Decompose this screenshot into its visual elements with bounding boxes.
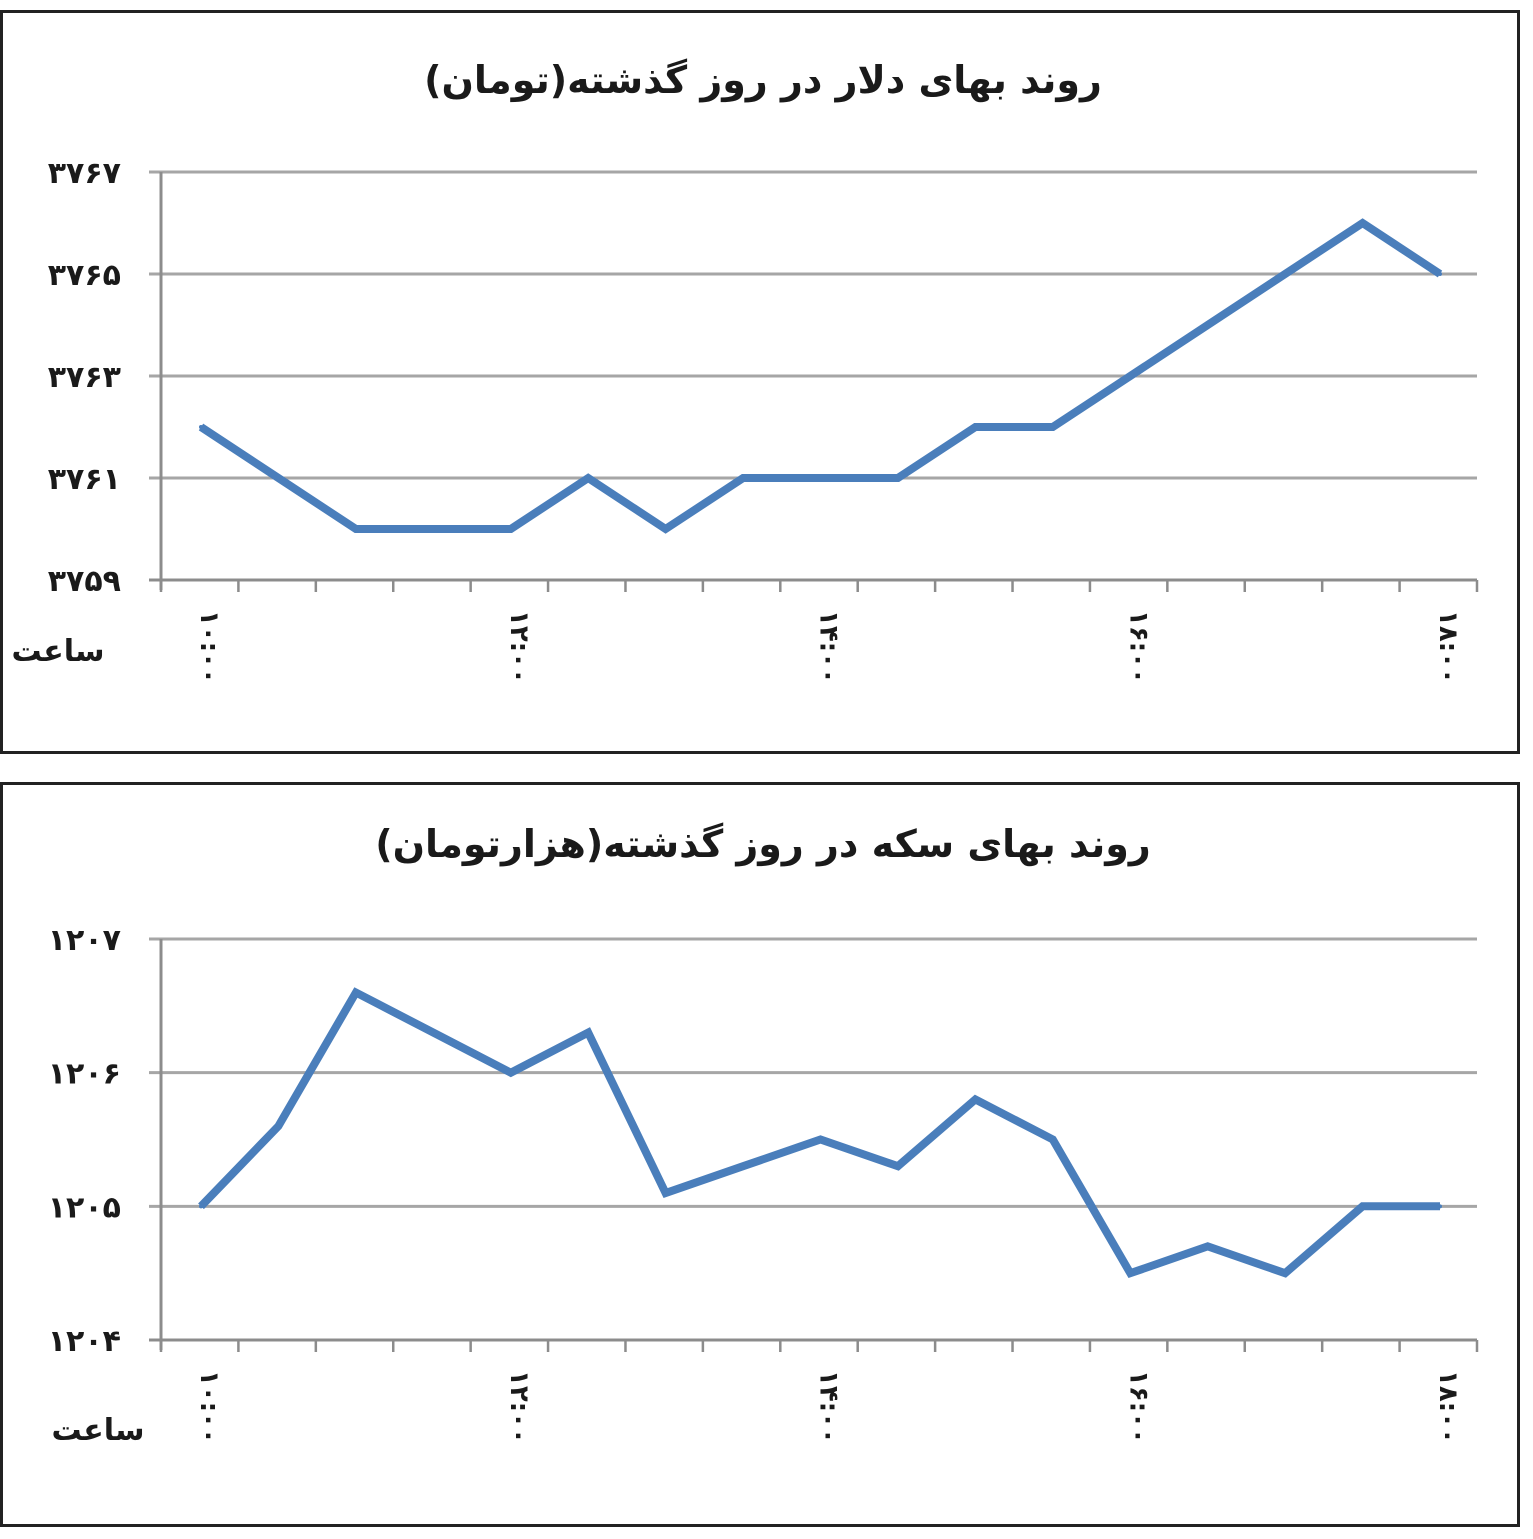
dollar-x-axis-label: ساعت — [11, 634, 104, 669]
coin-data-point — [1050, 1137, 1055, 1142]
coin-data-point — [973, 1097, 978, 1102]
coin-chart-panel: روند بهای سکه در روز گذشته(هزارتومان) ۱۲۰… — [0, 782, 1520, 1527]
coin-x-tick-label: ۱۴:۰۰ — [814, 1370, 844, 1444]
dollar-x-tick-label: ۱۸:۰۰ — [1433, 610, 1463, 684]
dollar-chart: روند بهای دلار در روز گذشته(تومان) ۳۷۵۹ ۳۷… — [11, 58, 1479, 684]
dollar-x-tick-label: ۱۶:۰۰ — [1123, 610, 1153, 684]
coin-data-point — [353, 990, 358, 995]
coin-chart: روند بهای سکه در روز گذشته(هزارتومان) ۱۲۰… — [48, 822, 1479, 1448]
dollar-x-tick-label: ۱۴:۰۰ — [814, 610, 844, 684]
coin-data-point — [508, 1070, 513, 1075]
dollar-x-tick-label: ۱۲:۰۰ — [504, 610, 534, 684]
dollar-data-point — [1283, 272, 1288, 276]
coin-y-tick-label: ۱۲۰۵ — [48, 1190, 121, 1225]
coin-data-point — [1205, 1244, 1210, 1249]
coin-y-tick-label: ۱۲۰۷ — [48, 923, 121, 958]
coin-x-tick-label: ۱۸:۰۰ — [1433, 1370, 1463, 1444]
coin-data-point — [895, 1164, 900, 1169]
dollar-data-point — [741, 476, 746, 480]
dollar-data-point — [508, 527, 513, 531]
dollar-x-tick-label: ۱۰:۰۰ — [194, 610, 224, 684]
coin-y-tick-label: ۱۲۰۴ — [48, 1324, 121, 1359]
coin-series-line — [198, 987, 1440, 1279]
dollar-data-point — [1438, 272, 1442, 276]
dollar-data-point — [1205, 323, 1210, 327]
dollar-y-tick-label: ۳۷۶۱ — [48, 462, 121, 497]
coin-data-point — [663, 1190, 668, 1195]
dollar-data-point — [431, 527, 436, 531]
dollar-data-point — [1360, 221, 1365, 225]
coin-x-axis-label: ساعت — [51, 1413, 144, 1448]
coin-y-tick-label: ۱۲۰۶ — [48, 1057, 121, 1092]
dollar-data-point — [276, 476, 281, 480]
coin-data-point — [586, 1030, 591, 1035]
coin-x-tick-label: ۱۲:۰۰ — [504, 1370, 534, 1444]
coin-data-point — [1283, 1271, 1288, 1276]
dollar-y-tick-label: ۳۷۶۳ — [48, 360, 121, 395]
coin-chart-title: روند بهای سکه در روز گذشته(هزارتومان) — [375, 822, 1151, 867]
coin-data-point — [741, 1164, 746, 1169]
dollar-data-point — [818, 476, 823, 480]
dollar-data-point — [199, 425, 203, 429]
dollar-data-point — [663, 527, 668, 531]
dollar-data-point — [973, 425, 978, 429]
dollar-y-tick-label: ۳۷۵۹ — [48, 564, 121, 599]
dollar-data-point — [1050, 425, 1055, 429]
coin-data-point — [1128, 1271, 1133, 1276]
dollar-data-point — [895, 476, 900, 480]
dollar-y-tick-label: ۳۷۶۷ — [48, 156, 121, 191]
dollar-data-point — [586, 476, 591, 480]
dollar-y-tick-label: ۳۷۶۵ — [48, 258, 121, 293]
coin-data-point — [431, 1030, 436, 1035]
dollar-data-point — [1128, 374, 1133, 378]
dollar-chart-title: روند بهای دلار در روز گذشته(تومان) — [424, 58, 1102, 103]
dollar-data-point — [353, 527, 358, 531]
coin-x-tick-label: ۱۶:۰۰ — [1123, 1370, 1153, 1444]
coin-x-tick-label: ۱۰:۰۰ — [194, 1370, 224, 1444]
coin-data-point — [1360, 1204, 1365, 1209]
coin-data-point — [818, 1137, 823, 1142]
coin-data-point — [276, 1124, 281, 1129]
coin-data-point — [1438, 1204, 1442, 1209]
dollar-chart-panel: روند بهای دلار در روز گذشته(تومان) ۳۷۵۹ ۳۷… — [0, 10, 1520, 754]
coin-data-point — [199, 1204, 203, 1209]
